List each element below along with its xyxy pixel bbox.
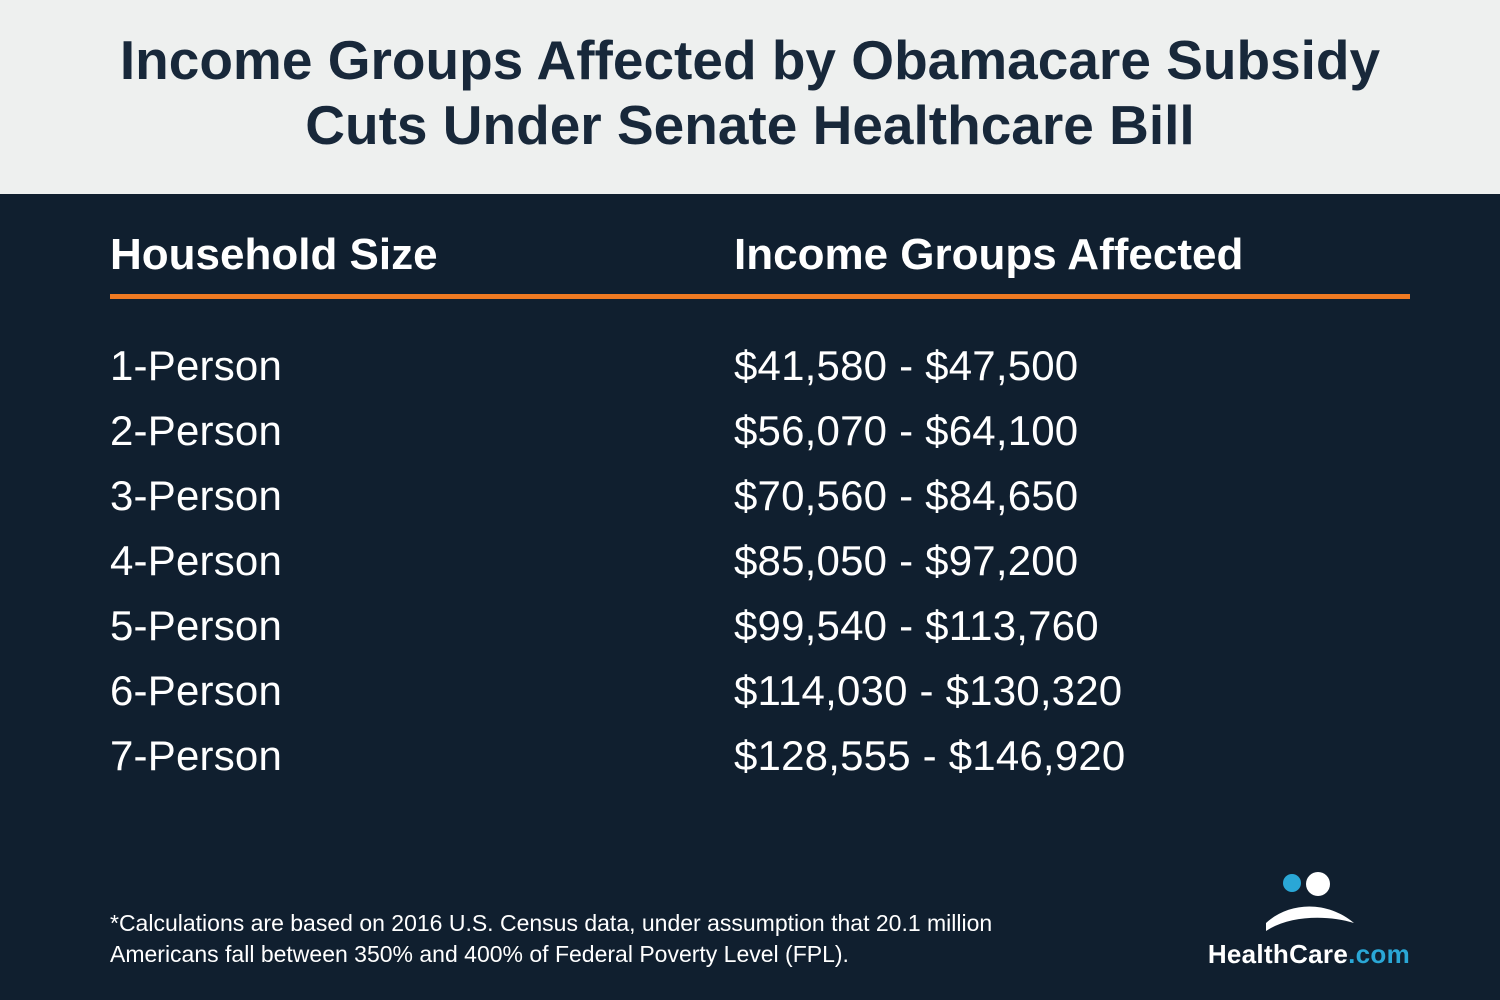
cell-household-size: 3-Person	[110, 463, 734, 528]
table-row: 6-Person $114,030 - $130,320	[110, 658, 1410, 723]
cell-household-size: 5-Person	[110, 593, 734, 658]
table-row: 7-Person $128,555 - $146,920	[110, 723, 1410, 788]
cell-income-range: $41,580 - $47,500	[734, 333, 1410, 398]
title-band: Income Groups Affected by Obamacare Subs…	[0, 0, 1500, 194]
brand-text: HealthCare.com	[1208, 939, 1410, 970]
footer: *Calculations are based on 2016 U.S. Cen…	[110, 839, 1410, 970]
column-header-income-groups: Income Groups Affected	[734, 230, 1410, 280]
body-band: Household Size Income Groups Affected 1-…	[0, 194, 1500, 1000]
brand-suffix: .com	[1348, 939, 1410, 969]
footnote: *Calculations are based on 2016 U.S. Cen…	[110, 908, 1010, 970]
table-row: 2-Person $56,070 - $64,100	[110, 398, 1410, 463]
table-row: 4-Person $85,050 - $97,200	[110, 528, 1410, 593]
cell-household-size: 7-Person	[110, 723, 734, 788]
cell-income-range: $85,050 - $97,200	[734, 528, 1410, 593]
brand-name: HealthCare	[1208, 939, 1348, 969]
table-row: 5-Person $99,540 - $113,760	[110, 593, 1410, 658]
column-header-household-size: Household Size	[110, 230, 734, 280]
cell-household-size: 2-Person	[110, 398, 734, 463]
table-row: 3-Person $70,560 - $84,650	[110, 463, 1410, 528]
accent-divider	[110, 294, 1410, 299]
infographic-card: Income Groups Affected by Obamacare Subs…	[0, 0, 1500, 1000]
table-row: 1-Person $41,580 - $47,500	[110, 333, 1410, 398]
title: Income Groups Affected by Obamacare Subs…	[80, 28, 1420, 158]
cell-household-size: 4-Person	[110, 528, 734, 593]
cell-household-size: 6-Person	[110, 658, 734, 723]
cell-income-range: $56,070 - $64,100	[734, 398, 1410, 463]
cell-household-size: 1-Person	[110, 333, 734, 398]
cell-income-range: $128,555 - $146,920	[734, 723, 1410, 788]
brand-logo: HealthCare.com	[1208, 869, 1410, 970]
cell-income-range: $70,560 - $84,650	[734, 463, 1410, 528]
cell-income-range: $99,540 - $113,760	[734, 593, 1410, 658]
cell-income-range: $114,030 - $130,320	[734, 658, 1410, 723]
table-rows: 1-Person $41,580 - $47,500 2-Person $56,…	[110, 333, 1410, 789]
column-headers: Household Size Income Groups Affected	[110, 230, 1410, 294]
people-icon	[1254, 869, 1364, 933]
